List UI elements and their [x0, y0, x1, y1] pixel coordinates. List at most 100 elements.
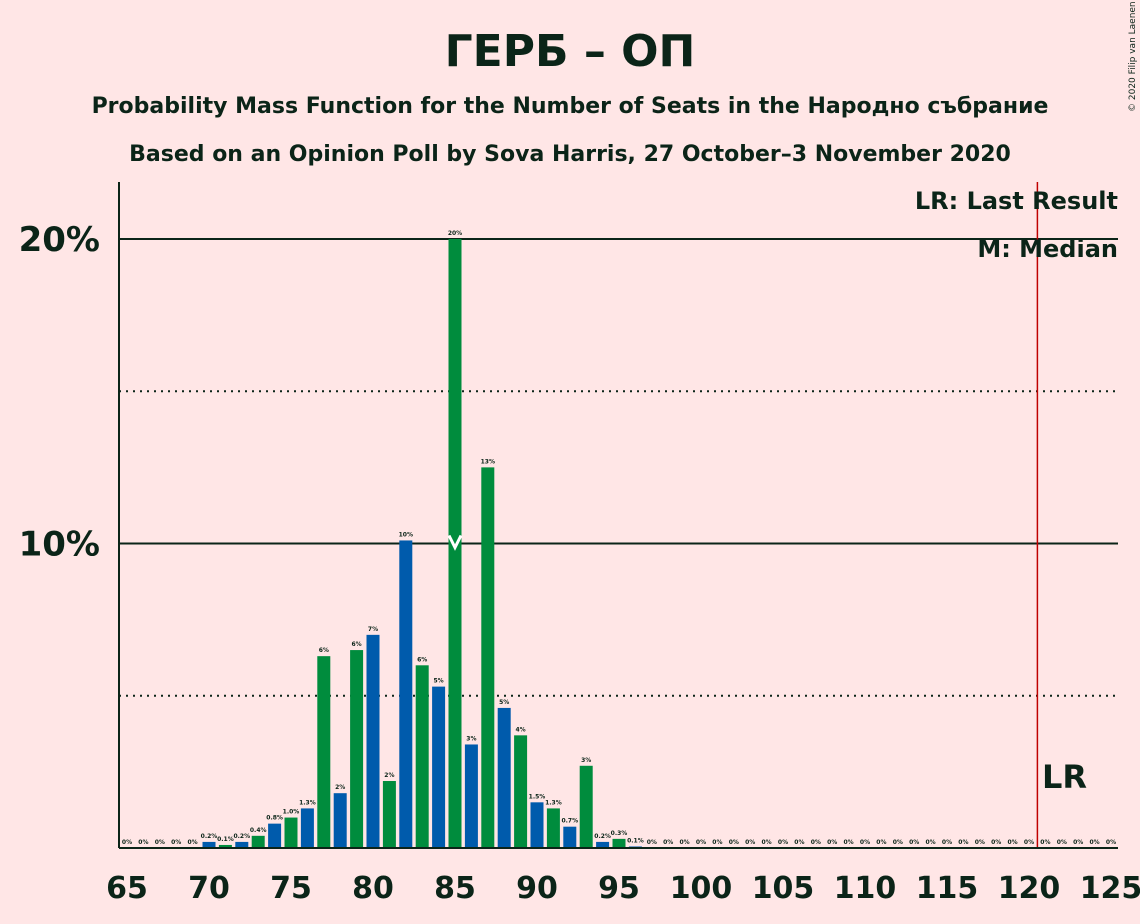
median-marker	[447, 534, 463, 551]
data-label: 0%	[680, 839, 690, 846]
data-label: 0%	[729, 839, 739, 846]
y-tick-label: 10%	[19, 525, 100, 565]
data-label: 0%	[860, 839, 870, 846]
x-tick-label: 100	[670, 871, 733, 906]
data-label: 0%	[811, 839, 821, 846]
data-label: 10%	[399, 531, 413, 538]
data-label: 1.0%	[283, 809, 300, 816]
data-label: 4%	[516, 726, 526, 733]
data-label: 1.3%	[545, 799, 562, 806]
data-label: 0%	[1073, 839, 1083, 846]
data-label: 0%	[1008, 839, 1018, 846]
bar	[530, 802, 544, 848]
data-label: 0%	[122, 839, 132, 846]
data-label: 0%	[1106, 839, 1116, 846]
data-label: 0%	[1024, 839, 1034, 846]
data-label: 2%	[335, 784, 345, 791]
bar-labels: 0% 0% 0% 0% 0%0.2% 0.1% 0.2%0.4%0.8%1.0%1.3%6%…	[122, 230, 1116, 846]
data-label: 0.3%	[611, 830, 628, 837]
bar	[350, 650, 364, 848]
bar	[563, 826, 577, 848]
bar	[317, 656, 331, 848]
data-label: 5%	[499, 699, 509, 706]
bar	[251, 835, 265, 848]
data-label: 0%	[909, 839, 919, 846]
gridlines	[119, 238, 1118, 697]
y-tick-label: 20%	[19, 220, 100, 260]
bar	[464, 744, 478, 848]
axes: 10% 20% 65 70 75 80 85 90 95 100 105 110 115 120 125	[19, 182, 1140, 906]
data-label: 1.5%	[529, 793, 546, 800]
x-tick-label: 120	[998, 871, 1061, 906]
bar	[284, 817, 298, 848]
x-tick-label: 125	[1080, 871, 1140, 906]
last-result-label: LR	[1042, 758, 1087, 796]
bars	[202, 239, 642, 848]
data-label: 0%	[188, 839, 198, 846]
data-label: 0%	[991, 839, 1001, 846]
x-tick-label: 70	[188, 871, 230, 906]
data-label: 0%	[827, 839, 837, 846]
legend-last-result: LR: Last Result	[915, 187, 1118, 215]
data-label: 0%	[876, 839, 886, 846]
data-label: 0%	[844, 839, 854, 846]
overlay	[447, 182, 1039, 848]
bar	[235, 841, 249, 848]
x-tick-label: 90	[516, 871, 558, 906]
data-label: 0%	[762, 839, 772, 846]
bar	[333, 793, 347, 848]
data-label: 0.1%	[217, 836, 234, 843]
chart-subtitle-2: Based on an Opinion Poll by Sova Harris,…	[129, 142, 1011, 167]
data-label: 0%	[794, 839, 804, 846]
x-tick-label: 95	[598, 871, 640, 906]
data-label: 13%	[481, 458, 495, 465]
data-label: 0%	[138, 839, 148, 846]
bar	[300, 808, 314, 848]
data-label: 0%	[663, 839, 673, 846]
data-label: 3%	[581, 757, 591, 764]
data-label: 6%	[319, 647, 329, 654]
bar	[382, 781, 396, 848]
bar	[514, 735, 528, 848]
bar	[596, 841, 610, 848]
bar	[481, 467, 495, 848]
data-label: 3%	[466, 735, 476, 742]
data-label: 0.7%	[561, 818, 578, 825]
x-tick-label: 105	[752, 871, 815, 906]
data-label: 0%	[975, 839, 985, 846]
copyright-notice: © 2020 Filip van Laenen	[1128, 1, 1138, 112]
bar	[432, 686, 446, 848]
data-label: 0.2%	[233, 833, 250, 840]
bar	[448, 239, 462, 848]
data-label: 0%	[1090, 839, 1100, 846]
data-label: 0%	[171, 839, 181, 846]
data-label: 0%	[745, 839, 755, 846]
data-label: 0%	[712, 839, 722, 846]
x-tick-label: 110	[834, 871, 897, 906]
data-label: 6%	[352, 641, 362, 648]
bar	[218, 844, 232, 848]
bar	[202, 841, 216, 848]
bar	[268, 823, 282, 848]
data-label: 0%	[958, 839, 968, 846]
data-label: 20%	[448, 230, 462, 237]
data-label: 5%	[434, 678, 444, 685]
bar	[399, 540, 413, 848]
data-label: 0%	[1057, 839, 1067, 846]
bar	[366, 634, 380, 848]
bar	[579, 765, 593, 848]
data-label: 0%	[1040, 839, 1050, 846]
data-label: 0.1%	[627, 837, 644, 844]
data-label: 0%	[647, 839, 657, 846]
bar	[415, 665, 429, 848]
data-label: 0.8%	[266, 815, 283, 822]
data-label: 1.3%	[299, 799, 316, 806]
data-label: 0%	[926, 839, 936, 846]
x-tick-label: 75	[270, 871, 312, 906]
data-label: 0.2%	[201, 833, 218, 840]
legend-median: M: Median	[977, 235, 1118, 263]
data-label: 0.2%	[594, 833, 611, 840]
x-tick-label: 115	[916, 871, 979, 906]
data-label: 0%	[778, 839, 788, 846]
